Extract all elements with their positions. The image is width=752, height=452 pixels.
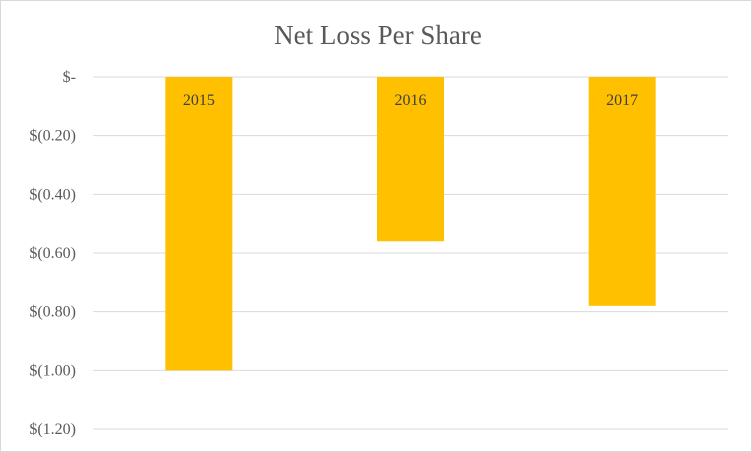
y-tick-label: $(1.00) xyxy=(29,362,76,379)
y-tick-label: $(0.40) xyxy=(29,186,76,203)
y-axis-ticks: $- $(0.20) $(0.40) $(0.60) $(0.80) $(1.00) $(1… xyxy=(29,69,76,438)
y-tick-label: $(1.20) xyxy=(29,421,76,438)
bar-2017 xyxy=(588,77,656,306)
bar-label-2017: 2017 xyxy=(606,92,638,109)
bar-label-2016: 2016 xyxy=(395,92,427,109)
y-tick-label: $(0.80) xyxy=(29,304,76,321)
bar-2016 xyxy=(377,77,444,242)
y-tick-label: $(0.20) xyxy=(29,128,76,145)
chart-title: Net Loss Per Share xyxy=(274,20,482,50)
bar-labels: 2015 2016 2017 xyxy=(183,92,638,109)
y-tick-label: $(0.60) xyxy=(29,245,76,262)
bar-2015 xyxy=(165,77,233,371)
bars xyxy=(165,77,656,371)
bar-label-2015: 2015 xyxy=(183,92,215,109)
y-tick-label: $- xyxy=(63,69,76,86)
